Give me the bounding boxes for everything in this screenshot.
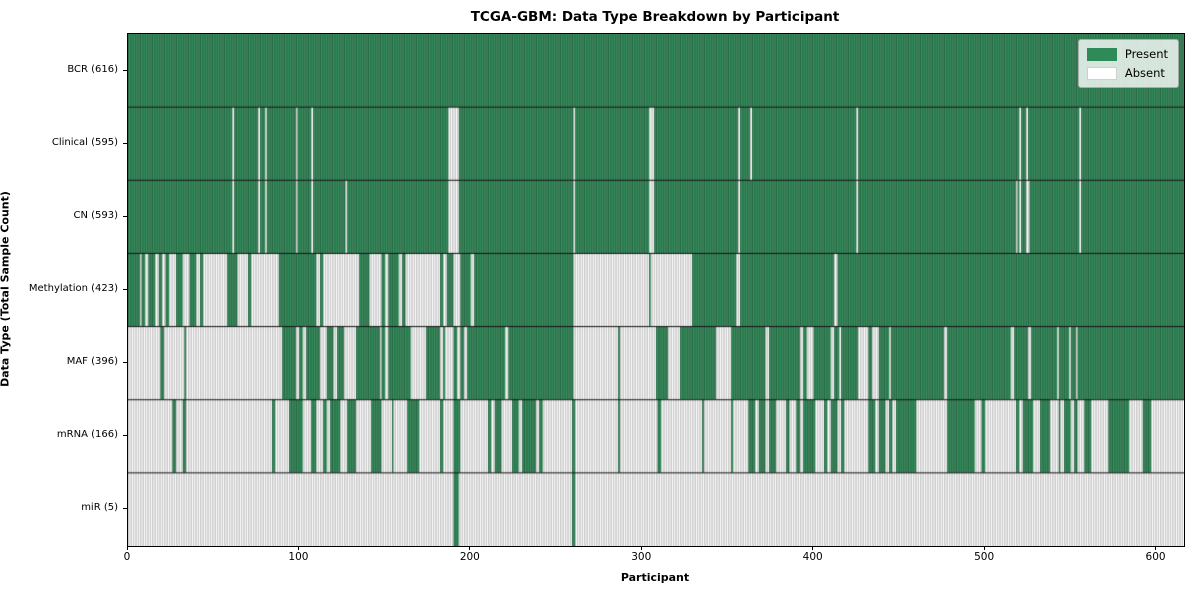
row-label-miR: miR (5) xyxy=(81,502,118,514)
x-tick-label: 500 xyxy=(974,551,995,563)
row-label-Methylation: Methylation (423) xyxy=(28,283,118,294)
legend: Present Absent xyxy=(1077,39,1179,88)
row-label-CN: CN (593) xyxy=(73,209,118,221)
legend-item-present: Present xyxy=(1086,47,1168,61)
y-tick xyxy=(123,362,127,364)
x-tick xyxy=(1155,546,1157,550)
y-tick xyxy=(123,435,127,437)
x-tick xyxy=(812,546,814,550)
row-label-BCR: BCR (616) xyxy=(67,63,118,75)
x-tick xyxy=(297,546,299,550)
y-tick xyxy=(123,142,127,144)
row-label-MAF: MAF (396) xyxy=(66,356,118,368)
x-axis-label: Participant xyxy=(620,571,690,584)
legend-present-label: Present xyxy=(1124,47,1168,61)
x-tick-label: 400 xyxy=(802,551,823,563)
x-tick xyxy=(640,546,642,550)
x-tick-label: 0 xyxy=(123,551,131,563)
legend-absent-label: Absent xyxy=(1124,66,1165,80)
x-tick-label: 300 xyxy=(631,551,652,563)
x-tick xyxy=(126,546,128,550)
x-tick-label: 600 xyxy=(1145,551,1166,563)
legend-item-absent: Absent xyxy=(1086,66,1168,80)
y-tick xyxy=(123,69,127,71)
y-tick xyxy=(123,289,127,290)
y-tick xyxy=(123,215,127,217)
presence-matrix-canvas xyxy=(128,34,1184,546)
present-swatch xyxy=(1086,47,1117,61)
y-tick xyxy=(123,508,127,510)
row-label-mRNA: mRNA (166) xyxy=(56,429,118,441)
absent-swatch xyxy=(1086,66,1117,80)
x-tick-label: 100 xyxy=(288,551,309,563)
row-label-Clinical: Clinical (595) xyxy=(51,136,118,148)
chart-title: TCGA-GBM: Data Type Breakdown by Partici… xyxy=(470,9,840,25)
x-tick-label: 200 xyxy=(459,551,480,563)
x-tick xyxy=(983,546,985,550)
plot-area: Present Absent xyxy=(127,33,1185,547)
x-tick xyxy=(469,546,471,550)
